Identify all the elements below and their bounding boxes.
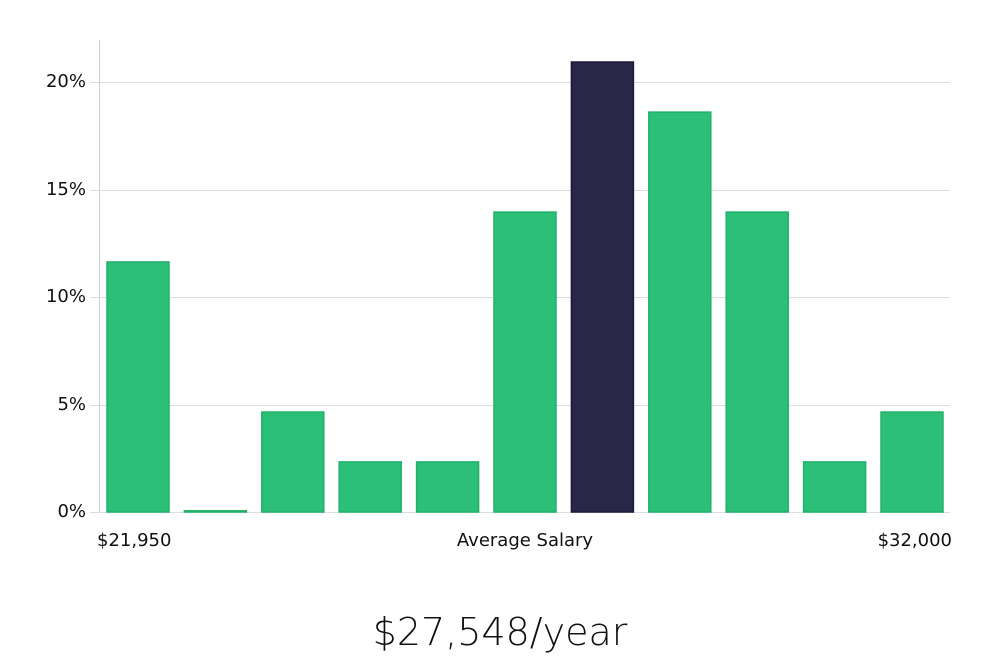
- average-salary-headline: $27,548/year: [372, 610, 628, 654]
- y-tick-label: 10%: [45, 286, 86, 307]
- y-tick-label: 5%: [57, 393, 86, 415]
- bar-highlighted: [570, 61, 635, 513]
- bar: [725, 211, 789, 513]
- bar: [415, 461, 480, 513]
- bar: [338, 461, 402, 513]
- x-axis-title: Average Salary: [456, 530, 594, 551]
- y-tick-label: 20%: [45, 71, 86, 92]
- bar: [880, 411, 944, 513]
- bar: [261, 411, 325, 513]
- y-tick-label: 0%: [57, 501, 86, 522]
- bar: [493, 211, 557, 513]
- x-axis-max-label: $32,000: [877, 530, 952, 551]
- bar: [183, 510, 248, 513]
- bars: [106, 61, 944, 513]
- bar: [648, 111, 712, 513]
- bar: [106, 261, 170, 513]
- y-tick-label: 15%: [45, 178, 86, 200]
- bar: [802, 461, 867, 513]
- x-axis-min-label: $21,950: [97, 530, 172, 551]
